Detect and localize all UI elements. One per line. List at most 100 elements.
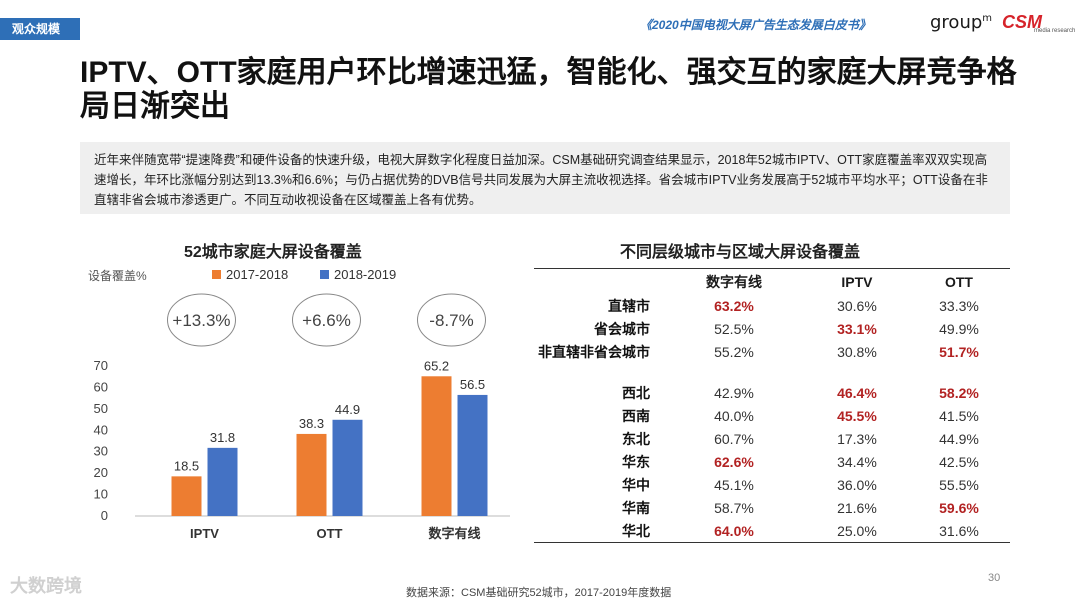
table-cell: 45.5%	[837, 408, 877, 424]
table-cell: 33.3%	[939, 298, 979, 314]
chart-title: 52城市家庭大屏设备覆盖	[184, 244, 362, 261]
table-header-cell: 数字有线	[662, 268, 806, 295]
row-label: 西北	[622, 385, 650, 401]
section-tag: 观众规模	[0, 18, 80, 40]
growth-ellipse	[167, 293, 236, 347]
coverage-table: 数字有线 IPTV OTT 直辖市 63.2% 30.6% 33.3% 省会城市 52.5% 3…	[534, 268, 1010, 543]
table-cell: 58.2%	[939, 385, 979, 401]
table-cell: 42.9%	[714, 385, 754, 401]
row-label: 华北	[534, 519, 662, 543]
table-cell: 44.9%	[939, 431, 979, 447]
data-label: 18.5	[174, 458, 199, 473]
row-label: 华中	[622, 477, 650, 493]
legend-swatch	[320, 270, 329, 279]
table-row: 华北 64.0% 25.0% 31.6%	[534, 519, 1010, 543]
bar	[457, 394, 488, 516]
table-cell: 64.0%	[662, 519, 806, 543]
y-tick-label: 70	[94, 358, 108, 373]
table-cell: 31.6%	[907, 519, 1010, 543]
data-source: 数据来源：CSM基础研究52城市，2017-2019年度数据	[406, 587, 672, 599]
csm-logo: CSM media research	[1002, 12, 1075, 34]
row-label: 华东	[622, 454, 650, 470]
table-row: 华东 62.6% 34.4% 42.5%	[534, 451, 1010, 474]
legend-swatch	[212, 270, 221, 279]
y-tick-label: 0	[101, 508, 108, 523]
csm-logo-text: CSM	[1002, 12, 1042, 32]
legend-label: 2018-2019	[334, 267, 396, 282]
page-title: IPTV、OTT家庭用户环比增速迅猛，智能化、强交互的家庭大屏竞争格局日渐突出	[80, 56, 1017, 123]
bar	[207, 447, 238, 516]
data-label: 31.8	[210, 430, 235, 445]
coverage-bar-chart: 设备覆盖% 2017-2018 2018-2019 0 10 20 30 40 50 60 70 18…	[88, 267, 510, 541]
table-cell: 41.5%	[939, 408, 979, 424]
legend-label: 2017-2018	[226, 267, 288, 282]
row-label: 西南	[622, 408, 650, 424]
table-row: 西南 40.0% 45.5% 41.5%	[534, 405, 1010, 428]
table-cell: 60.7%	[714, 431, 754, 447]
growth-label: +6.6%	[302, 311, 351, 330]
y-tick-label: 40	[94, 422, 108, 437]
growth-label: -8.7%	[429, 311, 473, 330]
data-label: 56.5	[460, 377, 485, 392]
watermark: 大数跨境	[10, 576, 82, 596]
table-header-cell: IPTV	[805, 268, 908, 295]
table-cell: 46.4%	[837, 385, 877, 401]
table-cell: 63.2%	[714, 298, 754, 314]
y-tick-label: 50	[94, 401, 108, 416]
table-header-cell	[534, 268, 662, 295]
table-cell: 30.8%	[837, 344, 877, 360]
table-cell: 25.0%	[805, 519, 908, 543]
table-header-cell: OTT	[907, 268, 1010, 295]
y-tick-label: 60	[94, 379, 108, 394]
table-cell: 49.9%	[939, 321, 979, 337]
y-axis-label: 设备覆盖%	[88, 269, 147, 283]
table-cell: 55.2%	[714, 344, 754, 360]
x-tick-label: IPTV	[190, 526, 219, 541]
csm-logo-sub: media research	[1034, 28, 1076, 34]
y-tick-label: 10	[94, 487, 108, 502]
table-cell: 45.1%	[714, 477, 754, 493]
table-cell: 33.1%	[837, 321, 877, 337]
table-row: 华南 58.7% 21.6% 59.6%	[534, 497, 1010, 520]
groupm-logo-text: group	[930, 12, 983, 33]
groupm-logo-sup: m	[982, 13, 993, 24]
table-cell: 55.5%	[939, 477, 979, 493]
table-header-row: 数字有线 IPTV OTT	[534, 268, 1010, 295]
row-label: 非直辖非省会城市	[538, 344, 650, 360]
table-cell: 34.4%	[837, 454, 877, 470]
table-cell: 62.6%	[714, 454, 754, 470]
table-row: 省会城市 52.5% 33.1% 49.9%	[534, 318, 1010, 341]
table-cell: 21.6%	[837, 500, 877, 516]
table-cell: 30.6%	[837, 298, 877, 314]
table-row: 华中 45.1% 36.0% 55.5%	[534, 474, 1010, 497]
bar	[332, 419, 363, 516]
table-cell: 17.3%	[837, 431, 877, 447]
report-title: 《2020中国电视大屏广告生态发展白皮书》	[640, 18, 871, 32]
row-label: 东北	[622, 431, 650, 447]
table-cell: 58.7%	[714, 500, 754, 516]
row-label: 华南	[622, 500, 650, 516]
table-title: 不同层级城市与区域大屏设备覆盖	[620, 244, 861, 261]
data-label: 65.2	[424, 358, 449, 373]
table-spacer-row	[534, 364, 1010, 382]
table-cell: 42.5%	[939, 454, 979, 470]
data-label: 44.9	[335, 402, 360, 417]
bar	[296, 433, 327, 516]
bar	[171, 476, 202, 516]
table-cell: 36.0%	[837, 477, 877, 493]
table-row: 非直辖非省会城市 55.2% 30.8% 51.7%	[534, 341, 1010, 364]
x-tick-label: OTT	[317, 526, 343, 541]
summary-text: 近年来伴随宽带“提速降费”和硬件设备的快速升级，电视大屏数字化程度日益加深。CS…	[80, 142, 1010, 214]
row-label: 直辖市	[608, 298, 650, 314]
table-cell: 51.7%	[939, 344, 979, 360]
table-cell: 40.0%	[714, 408, 754, 424]
bar	[421, 376, 452, 516]
page-number: 30	[988, 572, 1001, 584]
growth-ellipse	[292, 293, 361, 347]
x-tick-label: 数字有线	[428, 526, 480, 541]
table-cell: 59.6%	[939, 500, 979, 516]
growth-ellipse	[417, 293, 486, 347]
table-row: 西北 42.9% 46.4% 58.2%	[534, 382, 1010, 405]
y-tick-label: 30	[94, 444, 108, 459]
table-row: 东北 60.7% 17.3% 44.9%	[534, 428, 1010, 451]
